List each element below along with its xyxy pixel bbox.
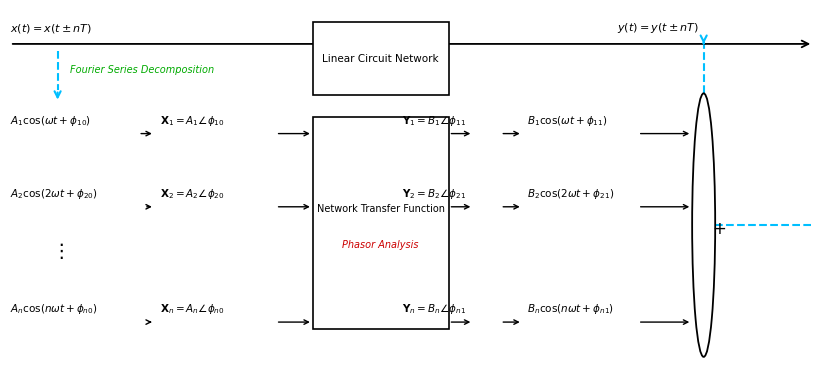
Text: $\mathbf{Y}_2 = B_2 \angle \phi_{21}$: $\mathbf{Y}_2 = B_2 \angle \phi_{21}$ bbox=[402, 187, 466, 201]
Text: Fourier Series Decomposition: Fourier Series Decomposition bbox=[70, 64, 214, 75]
Text: $\mathbf{X}_1 = A_1 \angle \phi_{10}$: $\mathbf{X}_1 = A_1 \angle \phi_{10}$ bbox=[160, 114, 226, 128]
Text: $\mathbf{Y}_n = B_n \angle \phi_{n1}$: $\mathbf{Y}_n = B_n \angle \phi_{n1}$ bbox=[402, 302, 466, 316]
Text: $A_n \cos(n\omega t + \phi_{n0})$: $A_n \cos(n\omega t + \phi_{n0})$ bbox=[10, 302, 97, 316]
Text: $B_1 \cos(\omega t + \phi_{11})$: $B_1 \cos(\omega t + \phi_{11})$ bbox=[527, 114, 607, 128]
Ellipse shape bbox=[692, 93, 715, 357]
Text: $\mathbf{X}_2 = A_2 \angle \phi_{20}$: $\mathbf{X}_2 = A_2 \angle \phi_{20}$ bbox=[160, 187, 226, 201]
FancyBboxPatch shape bbox=[313, 22, 449, 95]
Text: Network Transfer Function: Network Transfer Function bbox=[317, 203, 444, 214]
Text: $B_n \cos(n\omega t + \phi_{n1})$: $B_n \cos(n\omega t + \phi_{n1})$ bbox=[527, 302, 614, 316]
Text: +: + bbox=[712, 220, 726, 238]
Text: $\mathbf{X}_n = A_n \angle \phi_{n0}$: $\mathbf{X}_n = A_n \angle \phi_{n0}$ bbox=[160, 302, 226, 316]
Text: Phasor Analysis: Phasor Analysis bbox=[342, 240, 419, 250]
Text: $\vdots$: $\vdots$ bbox=[51, 241, 64, 261]
Text: Linear Circuit Network: Linear Circuit Network bbox=[323, 53, 439, 64]
Text: $x(t) = x(t \pm nT)$: $x(t) = x(t \pm nT)$ bbox=[10, 22, 91, 35]
Text: $B_2 \cos(2\omega t + \phi_{21})$: $B_2 \cos(2\omega t + \phi_{21})$ bbox=[527, 187, 614, 201]
Text: $A_1 \cos(\omega t + \phi_{10})$: $A_1 \cos(\omega t + \phi_{10})$ bbox=[10, 114, 91, 128]
Text: $A_2 \cos(2\omega t + \phi_{20})$: $A_2 \cos(2\omega t + \phi_{20})$ bbox=[10, 187, 98, 201]
Text: $\mathbf{Y}_1 = B_1 \angle \phi_{11}$: $\mathbf{Y}_1 = B_1 \angle \phi_{11}$ bbox=[402, 114, 466, 128]
FancyBboxPatch shape bbox=[313, 117, 449, 329]
Text: $y(t) = y(t \pm nT)$: $y(t) = y(t \pm nT)$ bbox=[617, 21, 699, 35]
